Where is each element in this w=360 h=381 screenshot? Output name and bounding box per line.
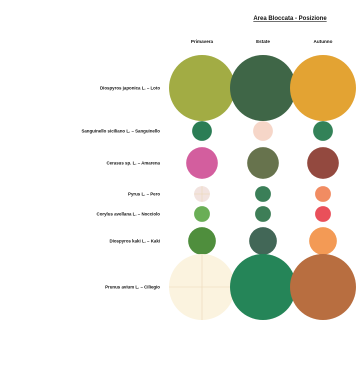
row-label: Cerasus sp. L. – Amarena [106, 161, 160, 166]
chart-title: Area Bloccata - Posizione [253, 16, 327, 22]
bubble [247, 147, 279, 179]
bubble [186, 147, 218, 179]
bubble [307, 147, 339, 179]
bubble [192, 121, 212, 141]
row-labels: Diospyros japonica L. – Loto Sanguinello … [81, 86, 160, 290]
column-header: Autunno [314, 39, 333, 44]
bubble [188, 227, 216, 255]
bubble [255, 186, 271, 202]
row-label: Prunus avium L. – Ciliegio [105, 285, 160, 290]
row-label: Pyrus L. – Pero [128, 192, 160, 197]
bubble [230, 254, 296, 320]
bubble [169, 55, 235, 121]
bubble [309, 227, 337, 255]
bubble [290, 254, 356, 320]
column-headers: Primavera Estate Autunno [191, 39, 333, 44]
row-label: Diospyros kaki L. – Kaki [109, 239, 160, 244]
column-header: Primavera [191, 39, 214, 44]
bubble [230, 55, 296, 121]
row-label: Diospyros japonica L. – Loto [100, 86, 160, 91]
bubble [313, 121, 333, 141]
bubble [255, 206, 271, 222]
bubble [253, 121, 273, 141]
bubble [194, 206, 210, 222]
bubble [290, 55, 356, 121]
bubble [315, 186, 331, 202]
row-label: Corylus avellana L. – Nocciolo [97, 212, 161, 217]
row-label: Sanguinello siciliano L. – Sanguinello [81, 129, 160, 134]
bubble-grid [169, 55, 356, 320]
chart-header: Area Bloccata - Posizione [253, 16, 327, 22]
column-header: Estate [256, 39, 270, 44]
bubble [315, 206, 331, 222]
bubble [249, 227, 277, 255]
